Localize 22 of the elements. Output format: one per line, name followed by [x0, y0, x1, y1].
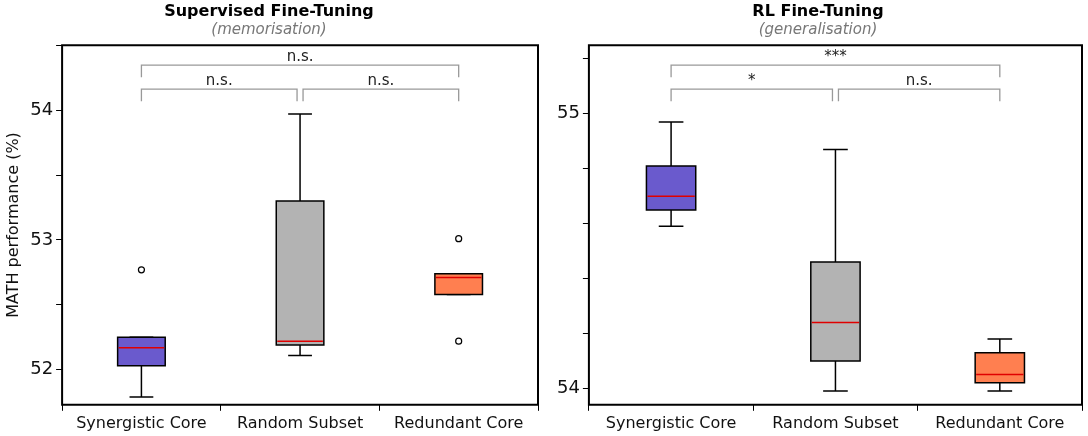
x-tick-label: Redundant Core: [935, 412, 1065, 432]
x-tick-label: Redundant Core: [394, 412, 524, 432]
chart-title: Supervised Fine-Tuning: [164, 0, 374, 20]
annotation: n.s.: [286, 46, 314, 65]
y-tick-label: 53: [30, 227, 54, 249]
x-tick-label: Synergistic Core: [76, 412, 207, 432]
y-tick-label: 52: [30, 357, 54, 379]
chart-subtitle: (memorisation): [211, 20, 327, 39]
chart-subtitle: (generalisation): [758, 20, 878, 39]
y-tick-label: 54: [557, 376, 580, 397]
annotation: ***: [824, 46, 848, 65]
y-tick-label: 54: [30, 97, 54, 119]
annotation: *: [748, 70, 757, 89]
chart-title: RL Fine-Tuning: [752, 0, 884, 20]
x-tick-label: Synergistic Core: [605, 412, 737, 432]
x-tick-label: Random Subset: [772, 412, 899, 432]
annotation: n.s.: [367, 70, 395, 89]
y-tick-label: 55: [557, 101, 580, 123]
annotation: n.s.: [905, 70, 933, 89]
x-tick-label: Random Subset: [236, 412, 364, 432]
annotation: n.s.: [205, 70, 233, 89]
y-axis-title: MATH performance (%): [2, 132, 22, 318]
